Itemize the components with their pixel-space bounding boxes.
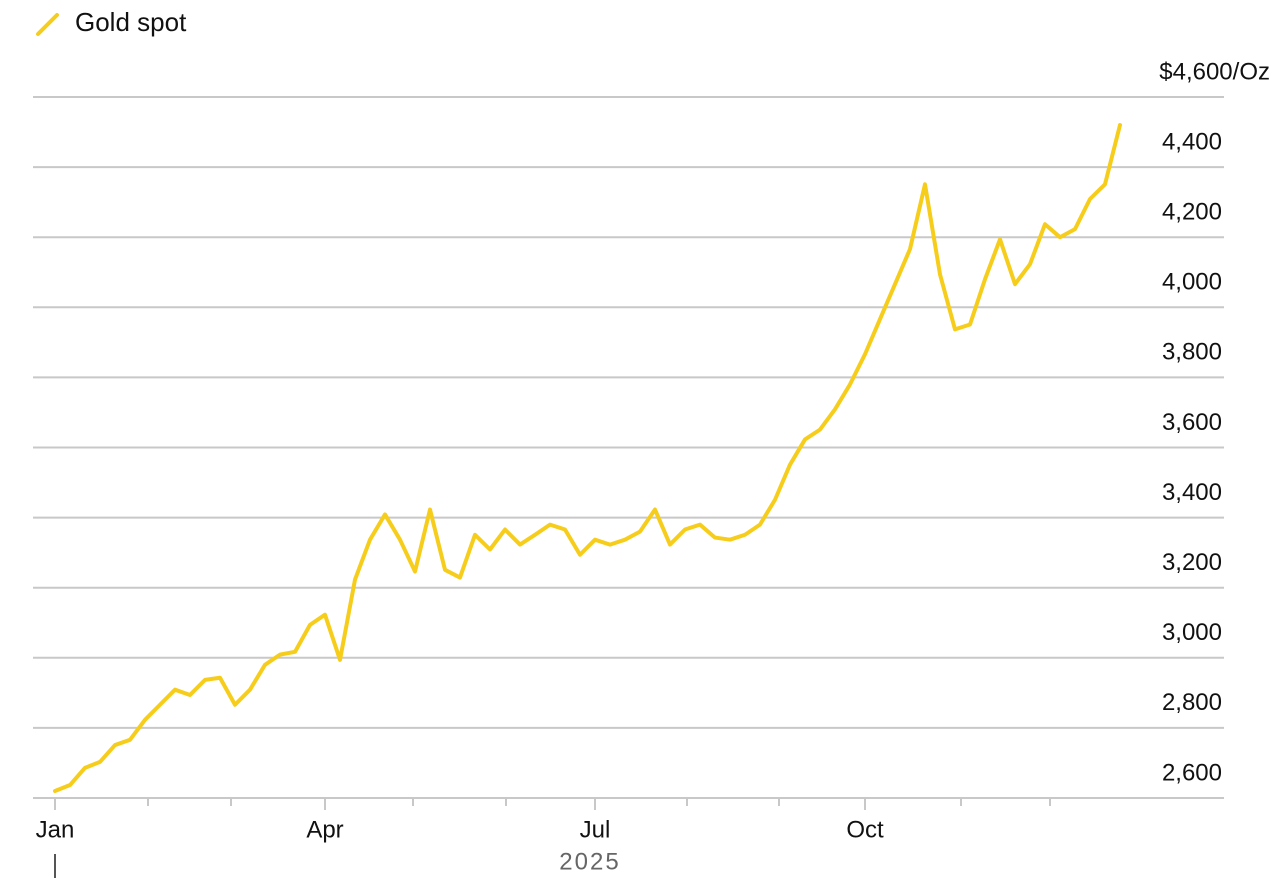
data-line bbox=[53, 123, 1122, 793]
x-tick-label: Oct bbox=[846, 816, 884, 843]
y-tick-label: 4,400 bbox=[1162, 128, 1222, 155]
y-tick-label: 3,400 bbox=[1162, 479, 1222, 506]
x-tick-label: Jan bbox=[36, 816, 75, 843]
y-tick-label: 3,800 bbox=[1162, 339, 1222, 366]
y-tick-label: 2,600 bbox=[1162, 759, 1222, 786]
y-tick-label: 4,000 bbox=[1162, 269, 1222, 296]
y-tick-label: 3,000 bbox=[1162, 619, 1222, 646]
y-tick-label: 4,200 bbox=[1162, 199, 1222, 226]
y-tick-label: 2,800 bbox=[1162, 689, 1222, 716]
y-tick-label: 3,600 bbox=[1162, 409, 1222, 436]
x-tick-label: Apr bbox=[306, 816, 343, 843]
x-axis-year: 2025 bbox=[559, 848, 620, 875]
y-tick-label: $4,600/Oz bbox=[1159, 58, 1270, 85]
legend-swatch bbox=[36, 13, 59, 36]
legend-label: Gold spot bbox=[75, 7, 187, 37]
y-tick-label: 3,200 bbox=[1162, 549, 1222, 576]
x-tick-label: Jul bbox=[580, 816, 611, 843]
